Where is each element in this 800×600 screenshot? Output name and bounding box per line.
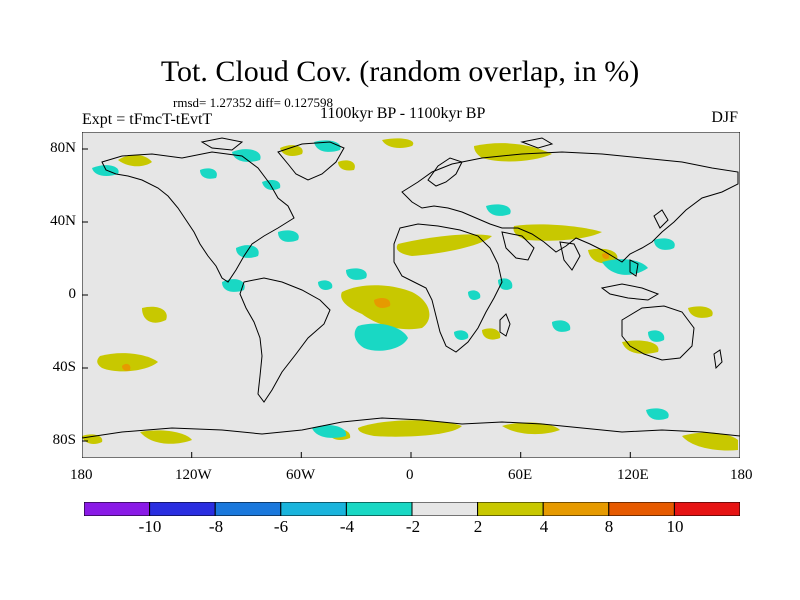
- colorbar-swatch: [477, 502, 544, 516]
- colorbar-label: 2: [473, 517, 483, 536]
- period-label: 1100kyr BP - 1100kyr BP: [320, 105, 486, 122]
- y-tick-label: 0: [68, 286, 77, 302]
- y-tick-label: 80S: [52, 432, 76, 448]
- colorbar-label: 4: [539, 517, 549, 536]
- colorbar-swatch: [280, 502, 347, 516]
- y-tick-label: 40S: [52, 359, 76, 375]
- x-tick-label: 120W: [175, 467, 212, 483]
- colorbar-label: -10: [138, 517, 162, 536]
- colorbar-label: -8: [208, 517, 224, 536]
- colorbar-label: 8: [604, 517, 614, 536]
- colorbar-label: -6: [273, 517, 289, 536]
- colorbar-swatch: [411, 502, 479, 516]
- map-title: Tot. Cloud Cov. (random overlap, in %): [160, 55, 640, 88]
- y-tick-label: 40N: [50, 213, 76, 229]
- experiment-label: Expt = tFmcT-tEvtT: [82, 111, 213, 128]
- colorbar-swatch: [214, 502, 282, 516]
- x-tick-label: 120E: [617, 467, 649, 483]
- colorbar-swatch: [608, 502, 675, 516]
- axis-ticks: [82, 148, 631, 458]
- y-tick-label: 80N: [50, 140, 76, 156]
- colorbar-swatch: [673, 502, 740, 516]
- x-tick-label: 180: [70, 467, 93, 483]
- x-tick-label: 180: [730, 467, 753, 483]
- x-tick-label: 0: [406, 467, 414, 483]
- colorbar-label: -2: [405, 517, 421, 536]
- colorbar-label: 10: [666, 517, 684, 536]
- positive-mid-anomaly-patches: [122, 253, 610, 371]
- season-label: DJF: [711, 109, 738, 126]
- colorbar-swatch: [542, 502, 610, 516]
- coastlines: [82, 137, 740, 439]
- x-tick-label: 60E: [508, 467, 533, 483]
- x-tick-label: 60W: [286, 467, 316, 483]
- colorbar-label: -4: [339, 517, 355, 536]
- colorbar: [84, 502, 740, 516]
- colorbar-swatch: [84, 502, 151, 516]
- colorbar-swatch: [149, 502, 216, 516]
- world-map-plot: [82, 132, 740, 458]
- colorbar-swatch: [345, 502, 413, 516]
- rmsd-diff-stats: rmsd= 1.27352 diff= 0.127598: [173, 95, 333, 110]
